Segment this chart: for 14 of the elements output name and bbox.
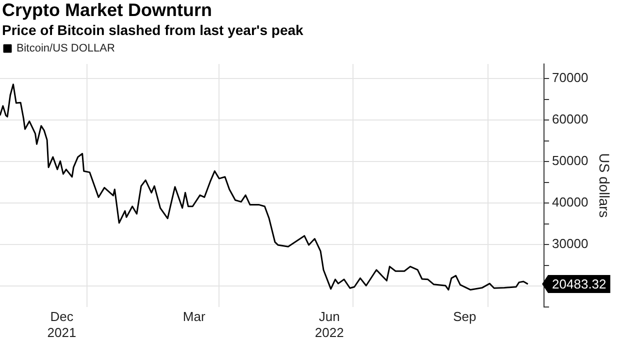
y-axis-title: US dollars (596, 153, 613, 218)
y-tick-label: 40000 (552, 194, 588, 210)
x-tick-label: Sep (453, 309, 476, 324)
y-tick-label: 50000 (552, 153, 588, 168)
x-tick-label: Jun 2022 (314, 309, 344, 340)
x-tick-label: Mar (182, 309, 206, 324)
annotation: 20483.32 (552, 276, 606, 292)
chart-title: Crypto Market Downturn (1, 0, 214, 21)
y-tick-label: 70000 (552, 70, 588, 86)
chart-subtitle: Price of Bitcoin slashed from last year's peak (1, 21, 304, 39)
x-tick-label: Dec 2021 (47, 309, 76, 340)
y-tick-label: 60000 (552, 112, 588, 127)
y-tick-label: 30000 (552, 236, 588, 252)
legend-label: Bitcoin/US DOLLAR (16, 42, 115, 55)
